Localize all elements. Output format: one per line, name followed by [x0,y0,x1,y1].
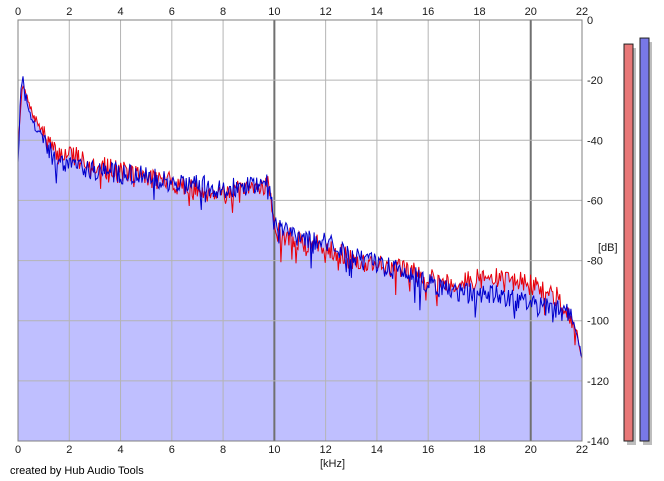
spectrum-fill-layer [18,76,582,442]
x-tick-label-bottom: 8 [220,444,226,456]
x-tick-label-bottom: 12 [320,444,332,456]
level-meter-left [623,43,634,442]
x-axis-unit-label: [kHz] [320,458,345,470]
y-tick-label: -80 [587,256,603,268]
x-tick-label-top: 8 [220,6,226,18]
y-tick-label: -20 [587,75,603,87]
y-tick-label: -140 [587,436,609,448]
series-line-red-channel [17,85,583,359]
y-tick-label: -100 [587,316,609,328]
x-tick-label-top: 4 [117,6,123,18]
spectrum-fill-area [18,76,582,442]
x-tick-label-top: 16 [422,6,434,18]
x-tick-label-top: 2 [66,6,72,18]
x-tick-label-top: 6 [169,6,175,18]
level-meters [623,37,652,446]
x-tick-label-bottom: 4 [117,444,123,456]
y-axis-unit-label: [dB] [598,242,618,254]
x-tick-label-top: 22 [576,6,588,18]
x-tick-label-bottom: 22 [576,444,588,456]
x-tick-label-bottom: 2 [66,444,72,456]
x-tick-label-top: 14 [371,6,383,18]
series-layer [17,76,583,359]
x-tick-label-top: 20 [525,6,537,18]
x-tick-label-top: 12 [320,6,332,18]
x-tick-label-bottom: 10 [268,444,280,456]
tick-layer: 002244668810101212141416161818202022220-… [15,6,609,456]
y-tick-label: 0 [587,15,593,27]
y-tick-label: -60 [587,195,603,207]
level-meter-right [639,37,650,442]
plot-frame [17,19,583,442]
x-tick-label-bottom: 6 [169,444,175,456]
x-tick-label-bottom: 18 [473,444,485,456]
x-tick-label-top: 18 [473,6,485,18]
x-tick-label-bottom: 20 [525,444,537,456]
x-tick-label-bottom: 16 [422,444,434,456]
x-tick-label-top: 10 [268,6,280,18]
y-tick-label: -40 [587,135,603,147]
grid-layer [17,19,583,442]
x-tick-label-bottom: 0 [15,444,21,456]
x-tick-label-top: 0 [15,6,21,18]
credit-text: created by Hub Audio Tools [10,465,144,477]
series-line-blue-channel [17,76,583,358]
x-tick-label-bottom: 14 [371,444,383,456]
y-tick-label: -120 [587,376,609,388]
